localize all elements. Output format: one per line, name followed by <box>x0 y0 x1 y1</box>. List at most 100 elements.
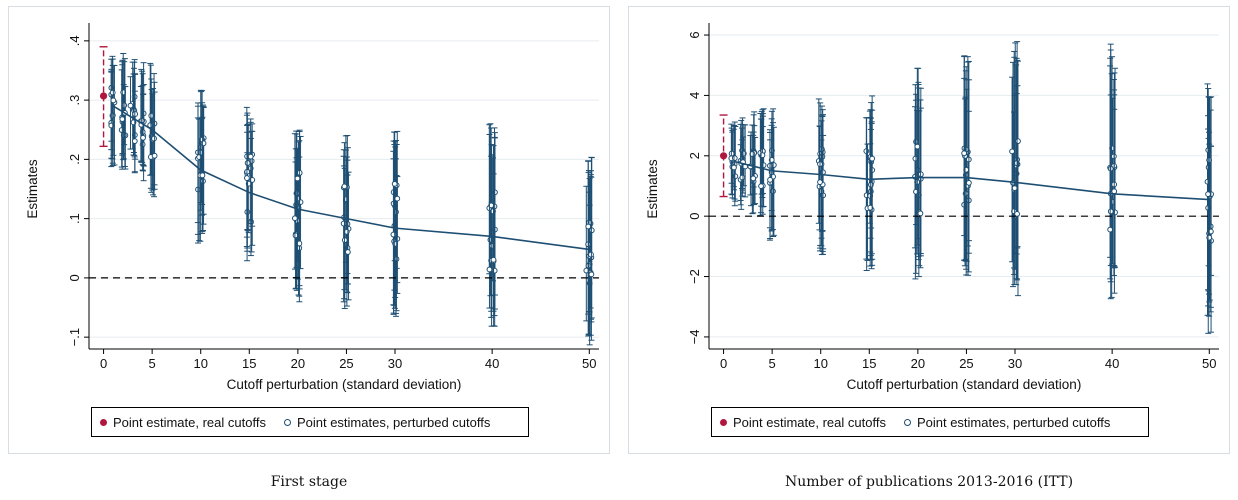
perturbed-point <box>1014 211 1020 217</box>
perturbed-point <box>1107 208 1114 215</box>
perturbed-cluster <box>1107 43 1119 300</box>
real-point <box>719 152 728 160</box>
perturbed-point <box>585 223 592 230</box>
perturbed-point <box>1205 191 1211 198</box>
perturbed-cluster <box>243 106 256 262</box>
perturbed-cluster <box>911 67 924 280</box>
perturbed-cluster <box>390 130 401 317</box>
perturbed-point <box>391 180 398 187</box>
legend: Point estimate, real cutoffs Point estim… <box>91 407 529 437</box>
legend-label-real: Point estimate, real cutoffs <box>113 414 266 430</box>
perturbed-point <box>110 97 117 104</box>
mean-line <box>733 160 1210 201</box>
x-tick-label: 25 <box>959 356 973 371</box>
x-tick-label: 5 <box>149 356 156 371</box>
x-tick-label: 25 <box>339 356 353 371</box>
legend-label-perturbed: Point estimates, perturbed cutoffs <box>296 414 491 430</box>
legend-symbol-real <box>100 418 107 426</box>
perturbed-point <box>965 179 972 186</box>
perturbed-point <box>767 176 773 183</box>
x-tick-label: 5 <box>769 356 776 371</box>
y-tick-label: .1 <box>67 213 82 224</box>
perturbed-cluster <box>728 121 739 207</box>
legend-item-real: Point estimate, real cutoffs <box>720 415 886 430</box>
legend-symbol-perturbed <box>283 418 291 426</box>
perturbed-cluster <box>127 59 139 174</box>
perturbed-point <box>200 178 206 184</box>
y-tick-label: −.1 <box>67 328 82 346</box>
perturbed-point <box>1107 226 1114 233</box>
legend: Point estimate, real cutoffs Point estim… <box>711 407 1149 437</box>
perturbed-point <box>869 155 876 162</box>
x-tick-label: 50 <box>1202 356 1216 371</box>
x-tick-label: 20 <box>291 356 305 371</box>
y-tick-label: 0 <box>687 213 702 220</box>
y-axis-title: Estimates <box>645 159 660 219</box>
x-tick-label: 15 <box>242 356 256 371</box>
perturbed-point <box>244 175 250 181</box>
y-axis-title: Estimates <box>25 159 40 219</box>
perturbed-point <box>1015 138 1021 145</box>
perturbed-point <box>914 143 921 150</box>
perturbed-cluster <box>815 98 827 256</box>
y-tick-label: 0 <box>67 274 82 281</box>
y-tick-label: 4 <box>687 92 702 99</box>
perturbed-point <box>109 89 116 96</box>
perturbed-cluster <box>863 95 876 271</box>
perturbed-point <box>731 155 738 162</box>
x-tick-label: 0 <box>720 356 727 371</box>
perturbed-point <box>151 152 158 159</box>
perturbed-cluster <box>583 156 595 346</box>
caption-publications: Number of publications 2013-2016 (ITT) <box>784 474 1074 490</box>
legend-item-perturbed: Point estimates, perturbed cutoffs <box>903 414 1111 430</box>
x-tick-label: 20 <box>911 356 925 371</box>
perturbed-cluster <box>961 55 972 276</box>
x-tick-label: 15 <box>862 356 876 371</box>
legend-item-real: Point estimate, real cutoffs <box>100 415 266 430</box>
x-tick-label: 10 <box>193 356 207 371</box>
perturbed-cluster <box>757 108 767 216</box>
perturbed-cluster <box>147 62 158 198</box>
perturbed-point <box>131 138 138 145</box>
x-tick-label: 30 <box>388 356 402 371</box>
perturbed-cluster <box>1009 41 1021 297</box>
caption-first-stage: First stage <box>270 474 348 490</box>
chart-first-stage: .4 .3 .2 .1 0 −.1 0 5 10 15 20 25 30 40 50 Cutoff pertu… <box>25 23 599 392</box>
perturbed-cluster <box>1204 83 1215 334</box>
perturbed-point <box>119 116 126 123</box>
legend-label-real: Point estimate, real cutoffs <box>733 414 886 430</box>
perturbed-cluster <box>118 52 129 170</box>
perturbed-point <box>739 174 746 181</box>
chart-panel-publications: 6 4 2 0 −2 −4 0 5 10 15 20 25 30 40 50 Cutoff perturbat… <box>628 6 1230 454</box>
perturbed-point <box>199 172 206 179</box>
perturbed-point <box>961 150 968 157</box>
perturbed-point <box>490 256 497 263</box>
perturbed-cluster <box>340 134 352 310</box>
legend-label-perturbed: Point estimates, perturbed cutoffs <box>916 414 1111 430</box>
perturbed-cluster <box>291 129 304 303</box>
perturbed-cluster <box>108 55 118 168</box>
perturbed-cluster <box>194 89 207 244</box>
perturbed-point <box>750 175 757 182</box>
perturbed-cluster <box>766 108 777 241</box>
x-axis-title: Cutoff perturbation (standard deviation) <box>847 377 1082 392</box>
perturbed-point <box>1111 188 1118 195</box>
y-tick-label: −2 <box>687 269 702 284</box>
legend-symbol-real <box>720 418 727 426</box>
y-tick-label: .2 <box>67 154 82 165</box>
x-tick-label: 40 <box>1105 356 1119 371</box>
real-point <box>99 92 108 100</box>
chart-panel-first-stage: .4 .3 .2 .1 0 −.1 0 5 10 15 20 25 30 40 50 Cutoff pertu… <box>8 6 610 454</box>
perturbed-point <box>294 175 301 182</box>
x-tick-label: 50 <box>582 356 596 371</box>
y-tick-label: −4 <box>687 330 702 345</box>
legend-item-perturbed: Point estimates, perturbed cutoffs <box>283 414 491 430</box>
perturbed-point <box>817 179 823 186</box>
legend-symbol-perturbed <box>903 418 911 426</box>
perturbed-point <box>247 153 254 160</box>
perturbed-point <box>341 183 348 190</box>
perturbed-point <box>200 140 207 147</box>
perturbed-point <box>731 164 737 171</box>
perturbed-point <box>292 215 298 222</box>
